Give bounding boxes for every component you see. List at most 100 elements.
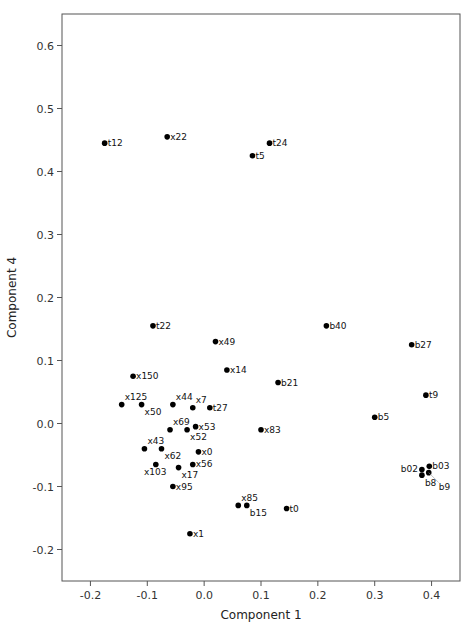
- tick: [431, 581, 432, 586]
- tick-label: 0.1: [252, 589, 270, 602]
- point: [176, 465, 182, 471]
- tick: [57, 360, 62, 361]
- point-label: t24: [273, 138, 288, 148]
- tick-label: 0.4: [37, 166, 55, 179]
- point-label: x150: [136, 371, 159, 381]
- point-label: b27: [415, 340, 432, 350]
- point-label: x53: [199, 422, 216, 432]
- point-label: t12: [108, 138, 123, 148]
- point: [426, 464, 432, 470]
- tick: [57, 549, 62, 550]
- tick: [204, 581, 205, 586]
- tick: [374, 581, 375, 586]
- tick: [57, 297, 62, 298]
- tick: [57, 234, 62, 235]
- point-label: x85: [241, 493, 258, 503]
- tick: [57, 486, 62, 487]
- point: [119, 402, 125, 408]
- point: [423, 392, 429, 398]
- point: [324, 323, 330, 329]
- point: [250, 153, 256, 159]
- point-label: x125: [125, 392, 148, 402]
- tick-label: 0.0: [195, 589, 213, 602]
- point-label: t27: [213, 403, 228, 413]
- point: [284, 506, 290, 512]
- point: [244, 503, 250, 509]
- point-label: b5: [378, 412, 389, 422]
- point: [167, 427, 173, 433]
- tick-label: -0.1: [33, 481, 54, 494]
- point: [224, 367, 230, 373]
- point: [164, 134, 170, 140]
- tick-label: -0.2: [33, 544, 54, 557]
- point-labels: t12x22t24t5t22x49x14x150x125x50x44x7t27b…: [108, 132, 451, 539]
- tick: [57, 171, 62, 172]
- tick: [261, 581, 262, 586]
- chart: -0.2-0.10.00.10.20.30.4-0.2-0.10.00.10.2…: [0, 0, 474, 631]
- point: [409, 342, 415, 348]
- point: [187, 531, 193, 537]
- point-label: b15: [250, 508, 267, 518]
- tick: [147, 581, 148, 586]
- point: [190, 462, 196, 468]
- point: [150, 323, 156, 329]
- point: [190, 405, 196, 411]
- point: [419, 472, 425, 478]
- point-label: x95: [176, 482, 193, 492]
- point-label: b02: [401, 464, 418, 474]
- tick: [57, 423, 62, 424]
- point-label: x0: [201, 447, 212, 457]
- point: [184, 427, 190, 433]
- tick: [57, 108, 62, 109]
- point-label: x22: [170, 132, 187, 142]
- point-label: x14: [230, 365, 247, 375]
- point-label: x56: [196, 459, 213, 469]
- point: [258, 427, 264, 433]
- point-label: x103: [144, 467, 167, 477]
- tick-label: 0.1: [37, 355, 55, 368]
- tick-label: 0.2: [309, 589, 327, 602]
- plot-frame: [62, 14, 460, 581]
- point: [159, 446, 165, 452]
- point-label: x49: [219, 337, 236, 347]
- point-label: b21: [281, 378, 298, 388]
- point-label: x69: [173, 417, 190, 427]
- point: [372, 414, 378, 420]
- point: [102, 140, 108, 146]
- tick-label: -0.1: [137, 589, 158, 602]
- tick-label: 0.2: [37, 292, 55, 305]
- point: [235, 503, 241, 509]
- point: [170, 484, 176, 490]
- point: [275, 380, 281, 386]
- point: [193, 424, 199, 430]
- point-label: x1: [193, 529, 204, 539]
- point-label: x7: [196, 395, 207, 405]
- point: [196, 449, 202, 455]
- tick: [90, 581, 91, 586]
- point: [213, 339, 219, 345]
- point-label: x52: [190, 432, 207, 442]
- tick-label: 0.4: [423, 589, 441, 602]
- point-label: x50: [145, 407, 162, 417]
- point-label: b9: [439, 482, 451, 492]
- point: [419, 467, 425, 473]
- x-axis-label: Component 1: [220, 608, 301, 622]
- point-label: t0: [290, 504, 300, 514]
- point-label: x43: [147, 436, 164, 446]
- point-label: b03: [432, 461, 449, 471]
- point: [170, 402, 176, 408]
- point: [139, 402, 145, 408]
- point-label: b40: [329, 321, 346, 331]
- point: [207, 405, 213, 411]
- point: [267, 140, 273, 146]
- tick: [317, 581, 318, 586]
- y-axis-label: Component 4: [5, 257, 19, 338]
- point: [142, 446, 148, 452]
- point-label: t5: [255, 151, 264, 161]
- point-label: x83: [264, 425, 281, 435]
- point: [130, 373, 136, 379]
- tick-label: -0.2: [80, 589, 101, 602]
- point-label: t9: [429, 390, 439, 400]
- point-label: b8: [425, 478, 437, 488]
- tick-label: 0.3: [37, 229, 55, 242]
